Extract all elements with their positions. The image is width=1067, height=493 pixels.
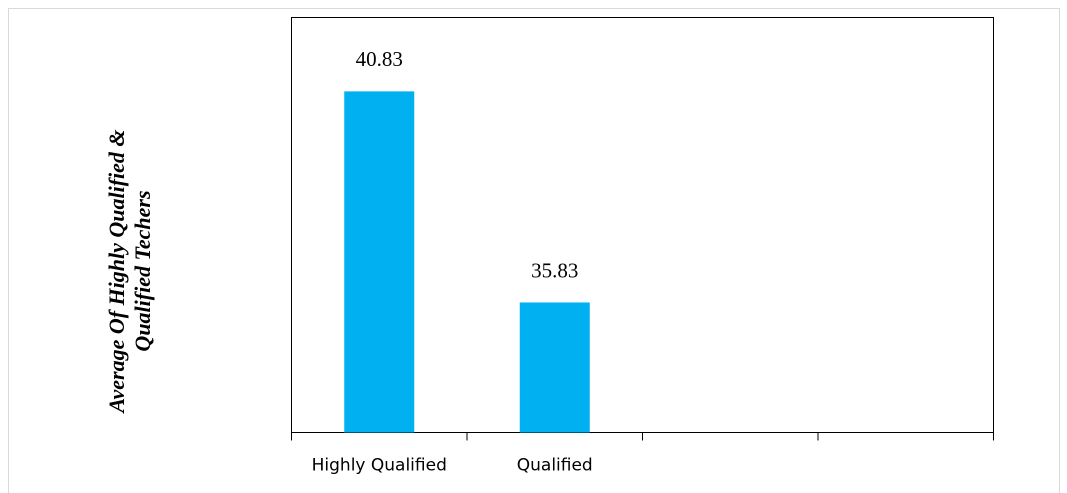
x-tick-label: Qualified (517, 456, 593, 476)
y-axis-title: Average Of Highly Qualified & Qualified … (104, 129, 155, 413)
x-tick-label: Highly Qualified (312, 456, 447, 476)
chart-frame (8, 8, 1060, 493)
value-label: 40.83 (356, 47, 403, 71)
bar (344, 91, 415, 433)
bar (519, 302, 590, 433)
value-label: 35.83 (531, 258, 578, 282)
